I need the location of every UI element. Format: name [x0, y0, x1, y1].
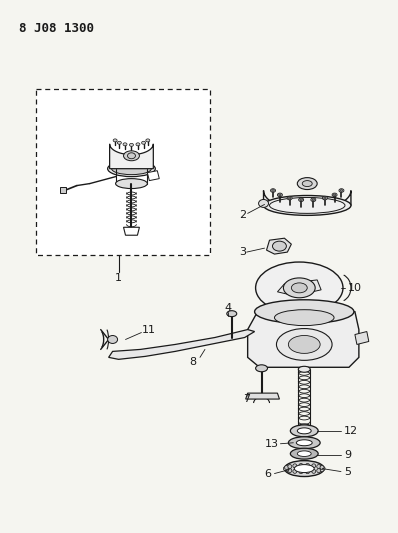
Ellipse shape [332, 193, 337, 197]
Ellipse shape [263, 196, 351, 215]
Circle shape [299, 470, 303, 474]
Ellipse shape [129, 143, 133, 147]
Circle shape [312, 464, 316, 468]
Polygon shape [147, 171, 159, 181]
Circle shape [312, 470, 316, 473]
Ellipse shape [255, 300, 354, 324]
Bar [36, 89, 210, 255]
Ellipse shape [277, 328, 332, 360]
Circle shape [293, 470, 297, 473]
Ellipse shape [291, 283, 307, 293]
Text: 3: 3 [239, 247, 246, 257]
Ellipse shape [117, 141, 121, 144]
Ellipse shape [322, 196, 327, 200]
Ellipse shape [277, 193, 283, 197]
Ellipse shape [113, 139, 117, 142]
Text: 4: 4 [224, 303, 231, 313]
Ellipse shape [275, 310, 334, 326]
Ellipse shape [297, 428, 311, 434]
Circle shape [317, 465, 321, 469]
Ellipse shape [107, 161, 155, 176]
Ellipse shape [289, 437, 320, 449]
Ellipse shape [297, 451, 311, 456]
Ellipse shape [272, 190, 274, 191]
Polygon shape [355, 332, 369, 344]
Text: 9: 9 [344, 450, 351, 459]
Polygon shape [248, 312, 359, 367]
Ellipse shape [256, 365, 267, 372]
Ellipse shape [298, 424, 310, 430]
Circle shape [288, 469, 292, 473]
Ellipse shape [256, 262, 343, 313]
Polygon shape [109, 144, 153, 168]
Ellipse shape [127, 153, 135, 159]
Ellipse shape [259, 199, 269, 207]
Circle shape [317, 469, 321, 473]
Ellipse shape [297, 440, 312, 446]
Circle shape [288, 465, 292, 469]
Text: 8: 8 [189, 357, 197, 367]
Ellipse shape [312, 199, 314, 200]
Circle shape [320, 465, 324, 470]
Ellipse shape [295, 465, 314, 473]
Ellipse shape [227, 311, 237, 317]
Ellipse shape [340, 190, 343, 191]
Ellipse shape [297, 177, 317, 190]
Ellipse shape [123, 151, 139, 161]
Circle shape [321, 466, 325, 471]
Ellipse shape [115, 179, 147, 189]
Text: 5: 5 [344, 466, 351, 477]
Text: 6: 6 [264, 469, 271, 479]
Polygon shape [267, 238, 291, 254]
Text: 10: 10 [348, 283, 362, 293]
Text: 7: 7 [243, 394, 250, 404]
Ellipse shape [298, 366, 310, 372]
Circle shape [306, 470, 310, 474]
Ellipse shape [271, 189, 275, 192]
Text: 13: 13 [265, 439, 279, 449]
Ellipse shape [298, 198, 304, 201]
Polygon shape [263, 190, 351, 210]
Ellipse shape [142, 141, 146, 144]
Ellipse shape [339, 189, 344, 192]
Ellipse shape [289, 335, 320, 353]
Circle shape [299, 464, 303, 467]
Ellipse shape [111, 163, 151, 175]
Ellipse shape [287, 196, 292, 200]
Polygon shape [123, 227, 139, 235]
Ellipse shape [311, 198, 316, 201]
Polygon shape [60, 187, 66, 192]
Text: 1: 1 [115, 273, 122, 283]
Circle shape [320, 467, 324, 472]
Polygon shape [246, 393, 279, 399]
Circle shape [293, 464, 297, 468]
Ellipse shape [300, 199, 302, 200]
Ellipse shape [273, 241, 287, 251]
Ellipse shape [107, 335, 117, 343]
Ellipse shape [269, 198, 345, 213]
Text: 11: 11 [141, 325, 155, 335]
Ellipse shape [285, 461, 324, 477]
Circle shape [285, 467, 289, 472]
Text: 8 J08 1300: 8 J08 1300 [19, 22, 94, 35]
Circle shape [306, 464, 310, 467]
Text: 12: 12 [344, 426, 358, 436]
Ellipse shape [136, 143, 140, 146]
Ellipse shape [291, 425, 318, 437]
Ellipse shape [279, 194, 281, 196]
Ellipse shape [324, 197, 326, 199]
Ellipse shape [123, 143, 127, 146]
Ellipse shape [146, 139, 150, 142]
Polygon shape [109, 329, 255, 359]
Ellipse shape [289, 197, 291, 199]
Circle shape [285, 465, 289, 470]
Ellipse shape [283, 278, 315, 298]
Ellipse shape [302, 181, 312, 187]
Text: 2: 2 [239, 211, 246, 220]
Ellipse shape [334, 194, 336, 196]
Circle shape [283, 466, 287, 471]
Polygon shape [277, 280, 321, 296]
Ellipse shape [291, 448, 318, 459]
